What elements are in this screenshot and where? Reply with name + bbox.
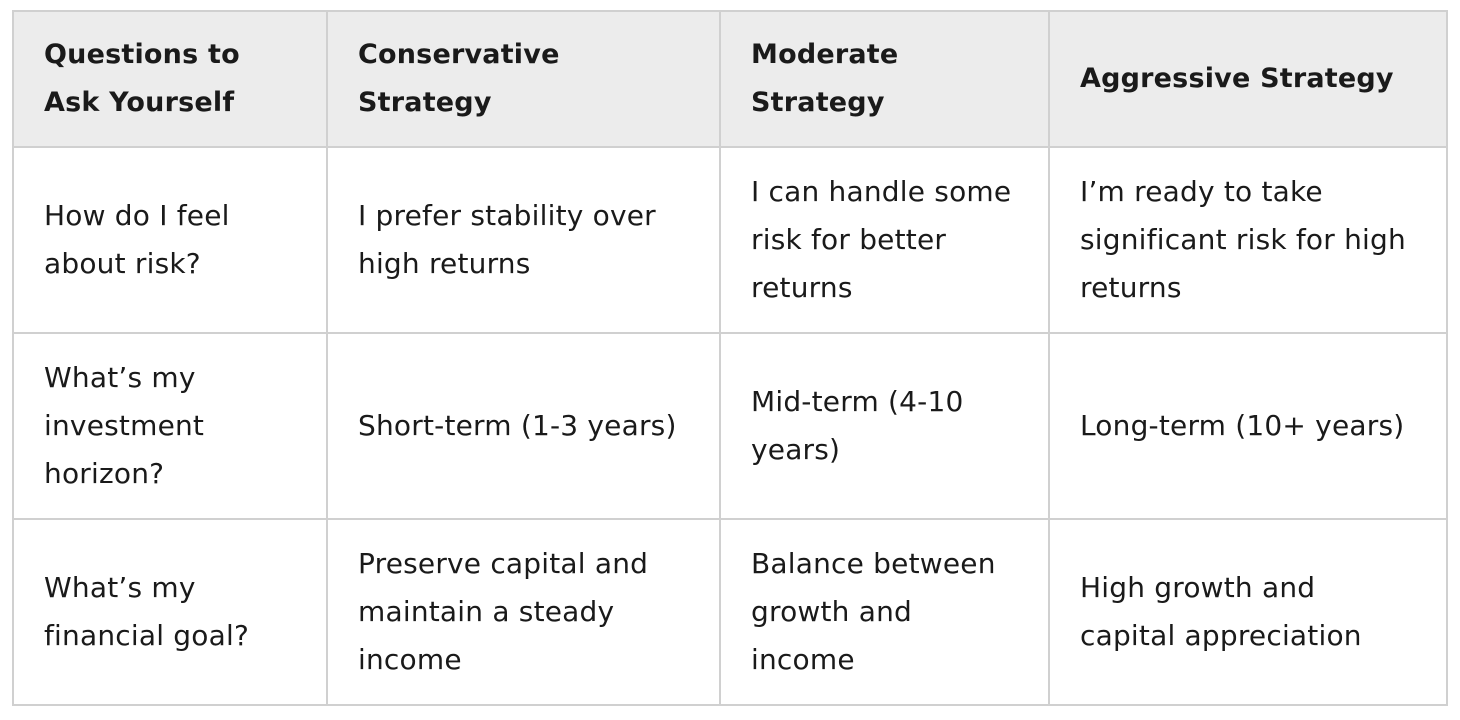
cell-aggressive: High growth and capital appreciation — [1048, 518, 1448, 706]
header-aggressive: Aggressive Strategy — [1048, 10, 1448, 148]
table-header: Questions to Ask Yourself Conservative S… — [12, 10, 1448, 148]
header-row: Questions to Ask Yourself Conservative S… — [12, 10, 1448, 148]
cell-moderate: Balance between growth and income — [719, 518, 1050, 706]
header-moderate: Moderate Strategy — [719, 10, 1050, 148]
header-questions: Questions to Ask Yourself — [12, 10, 328, 148]
cell-aggressive: I’m ready to take significant risk for h… — [1048, 146, 1448, 334]
cell-moderate: Mid-term (4-10 years) — [719, 332, 1050, 520]
cell-question: What’s my investment horizon? — [12, 332, 328, 520]
table-row-goal: What’s my financial goal? Preserve capit… — [12, 518, 1448, 706]
cell-aggressive: Long-term (10+ years) — [1048, 332, 1448, 520]
cell-question: What’s my financial goal? — [12, 518, 328, 706]
cell-conservative: I prefer stability over high returns — [326, 146, 721, 334]
table-row-horizon: What’s my investment horizon? Short-term… — [12, 332, 1448, 520]
cell-question: How do I feel about risk? — [12, 146, 328, 334]
cell-moderate: I can handle some risk for better return… — [719, 146, 1050, 334]
strategy-table-container: Questions to Ask Yourself Conservative S… — [12, 10, 1448, 706]
cell-conservative: Short-term (1-3 years) — [326, 332, 721, 520]
table-body: How do I feel about risk? I prefer stabi… — [12, 146, 1448, 706]
cell-conservative: Preserve capital and maintain a steady i… — [326, 518, 721, 706]
table-row-risk: How do I feel about risk? I prefer stabi… — [12, 146, 1448, 334]
header-conservative: Conservative Strategy — [326, 10, 721, 148]
strategy-comparison-table: Questions to Ask Yourself Conservative S… — [12, 10, 1448, 706]
